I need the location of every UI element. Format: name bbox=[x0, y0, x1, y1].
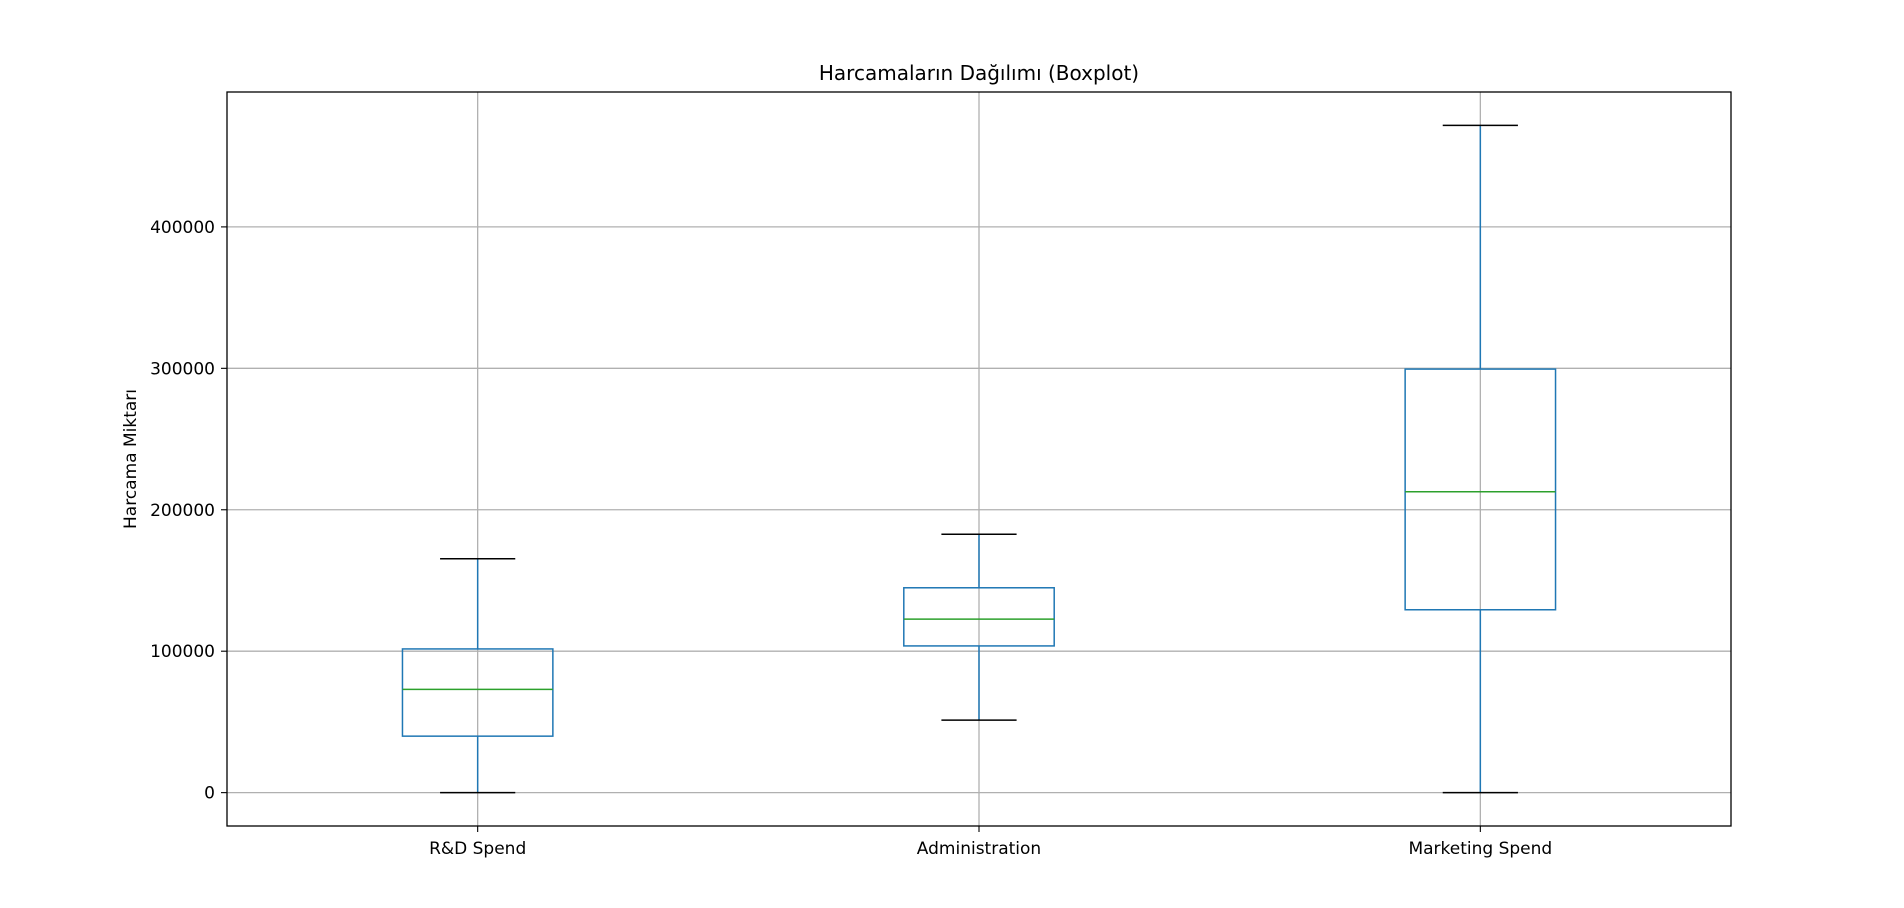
x-tick-label: Marketing Spend bbox=[1408, 839, 1552, 859]
box-group bbox=[401, 558, 554, 794]
y-tick-label: 100000 bbox=[150, 642, 215, 662]
iqr-box bbox=[401, 648, 554, 737]
y-tick-label: 0 bbox=[204, 784, 215, 804]
iqr-box bbox=[903, 587, 1055, 647]
tick-layer: 0 100000 200000 300000 400000 R&D Spend Admini… bbox=[150, 218, 1552, 859]
box-group bbox=[903, 533, 1055, 721]
box-layer bbox=[401, 124, 1557, 794]
y-tick-label: 400000 bbox=[150, 218, 215, 238]
y-tick-label: 300000 bbox=[150, 359, 215, 379]
x-tick-label: Administration bbox=[917, 839, 1041, 859]
box-group bbox=[1404, 124, 1557, 794]
iqr-box bbox=[1404, 368, 1557, 611]
chart-title: Harcamaların Dağılımı (Boxplot) bbox=[819, 61, 1139, 85]
x-tick-label: R&D Spend bbox=[429, 839, 526, 859]
y-axis-label: Harcama Miktarı bbox=[121, 389, 141, 529]
y-tick-label: 200000 bbox=[150, 501, 215, 521]
